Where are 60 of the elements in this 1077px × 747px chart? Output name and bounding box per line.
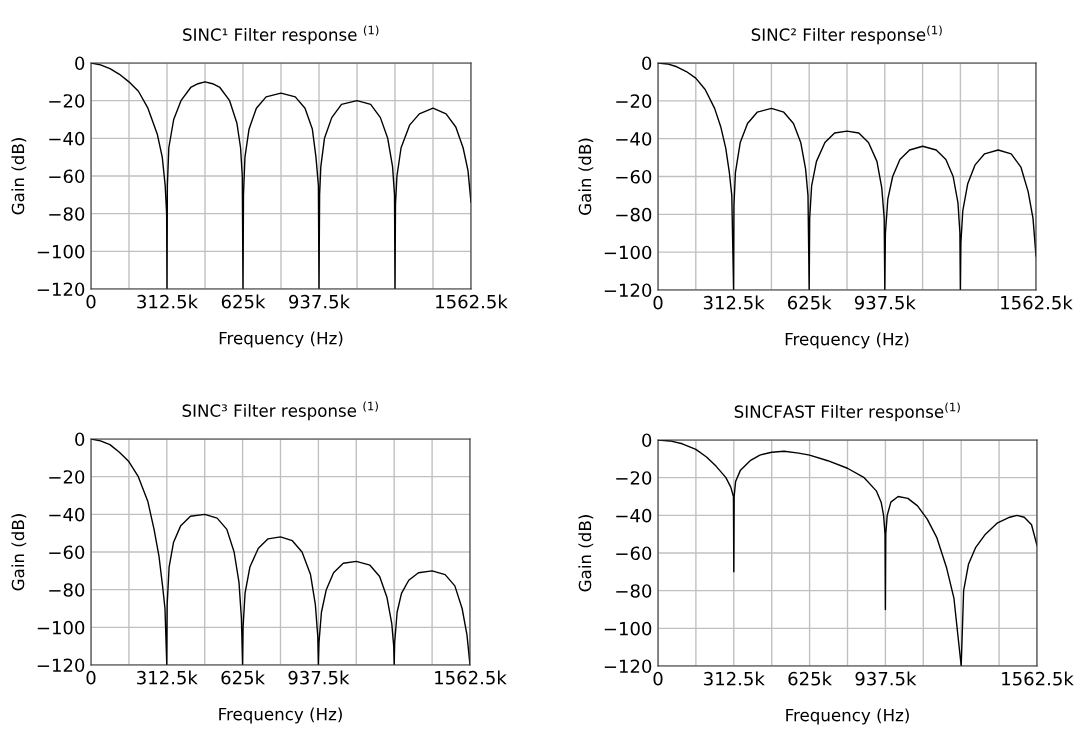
x-tick-label: 0 (653, 671, 663, 686)
x-tick-label: 312.5k (704, 671, 765, 686)
y-axis-title: Gain (dB) (578, 138, 594, 215)
y-tick-label: −80 (49, 583, 85, 597)
y-tick-label: −120 (37, 658, 85, 673)
y-tick-label: −20 (49, 470, 85, 484)
x-tick-label: 312.5k (137, 294, 199, 309)
x-tick-label: 312.5k (703, 295, 765, 310)
y-tick-label: −40 (616, 508, 652, 523)
y-tick-label: 0 (642, 56, 652, 71)
y-tick-label: −80 (616, 207, 652, 222)
y-tick-label: −20 (49, 94, 85, 108)
x-axis-title: Frequency (Hz) (219, 331, 343, 348)
x-axis-title: Frequency (Hz) (785, 332, 909, 349)
y-tick-label: −100 (604, 621, 652, 636)
y-tick-label: −60 (616, 546, 652, 561)
y-tick-label: 0 (75, 432, 85, 447)
y-tick-label: −100 (37, 244, 85, 259)
y-tick-label: −80 (49, 207, 85, 221)
x-tick-label: 1562.5k (1001, 295, 1073, 310)
x-tick-label: 1562.5k (436, 294, 508, 309)
x-tick-label: 1562.5k (435, 670, 507, 685)
y-tick-label: −40 (49, 507, 85, 522)
chart-title: SINCFAST Filter response$^{(1)}$ (734, 402, 960, 422)
y-tick-label: 0 (75, 56, 85, 71)
x-axis-title: Frequency (Hz) (786, 708, 909, 725)
y-tick-label: −80 (616, 584, 652, 598)
x-tick-label: 0 (86, 670, 96, 685)
y-tick-label: −100 (604, 245, 652, 260)
y-axis-title: Gain (dB) (11, 138, 27, 215)
x-tick-label: 937.5k (288, 670, 350, 685)
y-axis-title: Gain (dB) (11, 514, 27, 591)
y-tick-label: −20 (616, 471, 652, 485)
y-tick-label: 0 (642, 433, 652, 448)
x-tick-label: 312.5k (137, 670, 198, 685)
y-tick-label: −120 (37, 282, 85, 297)
y-tick-label: −40 (49, 131, 85, 146)
x-tick-label: 625k (221, 670, 266, 685)
x-tick-label: 625k (788, 671, 833, 686)
x-axis-title: Frequency (Hz) (219, 707, 342, 724)
y-tick-label: −60 (49, 545, 85, 560)
x-tick-label: 937.5k (854, 295, 916, 310)
x-tick-label: 0 (653, 295, 663, 310)
y-axis-title: Gain (dB) (578, 515, 594, 592)
chart-title: SINC¹ Filter response $^{(1)}$ (183, 25, 379, 45)
y-tick-label: −60 (616, 169, 652, 184)
x-tick-label: 625k (788, 295, 832, 310)
x-tick-label: 937.5k (289, 294, 351, 309)
x-tick-label: 625k (221, 294, 266, 309)
y-tick-label: −100 (37, 620, 85, 635)
chart-title: SINC³ Filter response $^{(1)}$ (182, 401, 378, 421)
x-tick-label: 1562.5k (1002, 671, 1074, 686)
y-tick-label: −20 (616, 94, 652, 108)
x-tick-label: 937.5k (855, 671, 917, 686)
y-tick-label: −40 (616, 132, 652, 146)
y-tick-label: −60 (49, 169, 85, 184)
x-tick-label: 0 (86, 294, 96, 309)
y-tick-label: −120 (604, 283, 652, 298)
chart-title: SINC² Filter response$^{(1)}$ (751, 25, 942, 45)
y-tick-label: −120 (604, 659, 652, 674)
